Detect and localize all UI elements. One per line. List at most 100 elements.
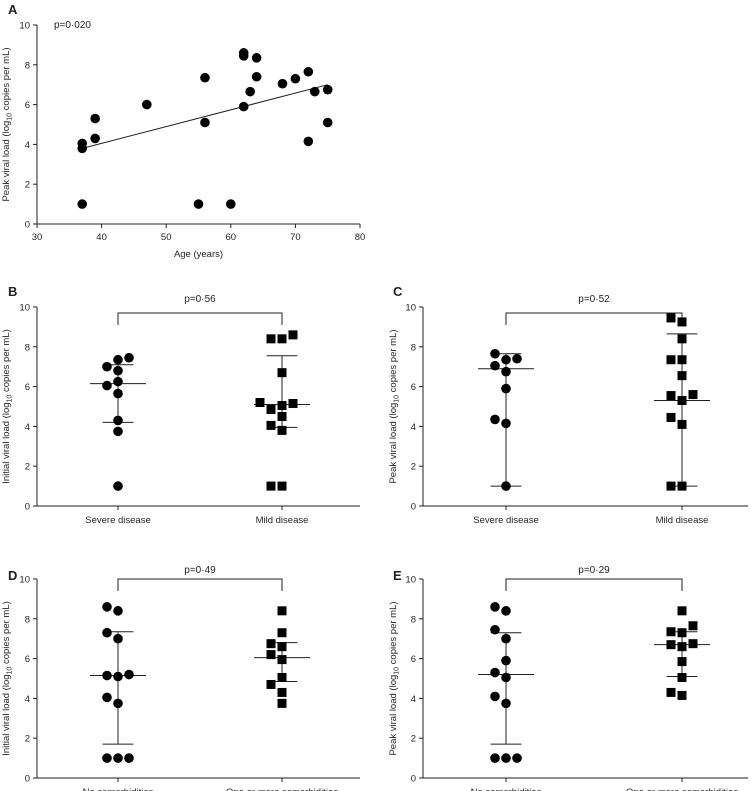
- y-tick-label: 4: [25, 694, 30, 705]
- y-tick-label: 8: [411, 614, 416, 625]
- data-point: [501, 655, 511, 666]
- data-point: [688, 621, 698, 631]
- y-tick-label: 0: [411, 774, 416, 785]
- data-point: [490, 691, 500, 702]
- data-point: [113, 365, 123, 376]
- data-point: [277, 334, 287, 344]
- x-tick-label: Severe disease: [85, 515, 150, 526]
- data-point: [288, 399, 298, 409]
- data-point: [277, 78, 288, 89]
- data-point: [124, 669, 134, 680]
- significance-bracket: [505, 578, 683, 591]
- data-point: [309, 86, 320, 97]
- data-point: [102, 602, 112, 612]
- panel-letter: C: [393, 284, 403, 299]
- data-point: [277, 655, 287, 665]
- data-point: [102, 361, 112, 372]
- data-point: [666, 313, 676, 323]
- data-point: [677, 355, 687, 365]
- p-value: p=0·29: [578, 565, 610, 576]
- y-tick-label: 8: [25, 60, 30, 71]
- data-point: [290, 73, 301, 84]
- trend-line: [82, 84, 328, 149]
- data-point: [501, 383, 511, 394]
- y-tick-label: 10: [19, 21, 30, 32]
- data-point: [277, 673, 287, 683]
- y-tick-label: 10: [405, 303, 416, 314]
- data-point: [102, 692, 112, 703]
- data-point: [501, 606, 511, 616]
- y-tick-label: 4: [25, 140, 30, 151]
- panel-c: C 0 2 4 6 8 10 Peak viral load (log10 copies pe…: [388, 284, 748, 526]
- data-point: [238, 101, 249, 112]
- data-point: [200, 72, 210, 83]
- y-tick-label: 2: [25, 462, 30, 473]
- data-point: [277, 642, 287, 652]
- data-point: [490, 360, 500, 371]
- data-point: [490, 753, 500, 763]
- y-tick-label: 10: [19, 575, 30, 586]
- significance-bracket: [117, 578, 283, 591]
- data-point: [102, 670, 112, 681]
- p-value: p=0·020: [54, 20, 91, 31]
- data-point: [102, 627, 112, 638]
- p-value: p=0·49: [184, 565, 216, 576]
- panel-e: E 0 2 4 6 8 10 Peak viral load (log10 copies pe…: [388, 565, 748, 791]
- x-tick-label: No comorbidities: [471, 787, 542, 791]
- data-point: [251, 53, 262, 63]
- data-point: [666, 687, 676, 697]
- data-point: [501, 354, 511, 365]
- y-tick-label: 2: [411, 734, 416, 745]
- data-point: [688, 639, 698, 649]
- data-point: [277, 401, 287, 411]
- data-point: [501, 366, 511, 377]
- data-point: [113, 671, 123, 682]
- data-point: [677, 628, 687, 638]
- y-tick-label: 0: [25, 220, 30, 231]
- data-point: [490, 348, 500, 359]
- y-tick-label: 8: [25, 614, 30, 625]
- data-point: [251, 71, 262, 82]
- data-point: [688, 390, 698, 400]
- x-tick-label: Severe disease: [473, 515, 538, 526]
- x-axis-label: Age (years): [174, 249, 223, 260]
- y-axis-label: Initial viral load (log10 copies per mL): [1, 601, 14, 756]
- data-point: [124, 352, 134, 363]
- data-point: [266, 481, 276, 491]
- data-point: [501, 481, 511, 491]
- data-point: [245, 86, 255, 97]
- panel-letter: A: [8, 2, 18, 17]
- y-tick-label: 4: [411, 694, 416, 705]
- data-point: [102, 380, 112, 391]
- panel-letter: B: [8, 284, 17, 299]
- data-point: [266, 639, 276, 649]
- data-point: [490, 414, 500, 425]
- data-point: [277, 481, 287, 491]
- significance-bracket: [117, 312, 283, 325]
- panel-letter: D: [8, 568, 17, 583]
- data-point: [490, 667, 500, 678]
- data-point: [255, 398, 265, 408]
- data-point: [322, 84, 333, 95]
- y-tick-label: 2: [25, 734, 30, 745]
- x-tick-label: One or more comorbidities: [626, 787, 738, 791]
- data-point: [666, 391, 676, 401]
- data-point: [90, 133, 100, 144]
- x-tick-label: No comorbidities: [83, 787, 154, 791]
- data-point: [113, 633, 123, 644]
- y-tick-label: 6: [25, 382, 30, 393]
- data-point: [666, 481, 676, 491]
- data-point: [226, 199, 236, 209]
- data-point: [288, 330, 298, 340]
- panel-letter: E: [393, 568, 402, 583]
- data-point: [677, 673, 687, 683]
- data-point: [677, 657, 687, 667]
- data-point: [677, 690, 687, 700]
- data-point: [501, 633, 511, 644]
- y-tick-label: 10: [405, 575, 416, 586]
- data-point: [677, 371, 687, 381]
- y-tick-label: 2: [411, 462, 416, 473]
- y-axis-label: Peak viral load (log10 copies per mL): [388, 329, 401, 483]
- significance-bracket: [505, 312, 683, 325]
